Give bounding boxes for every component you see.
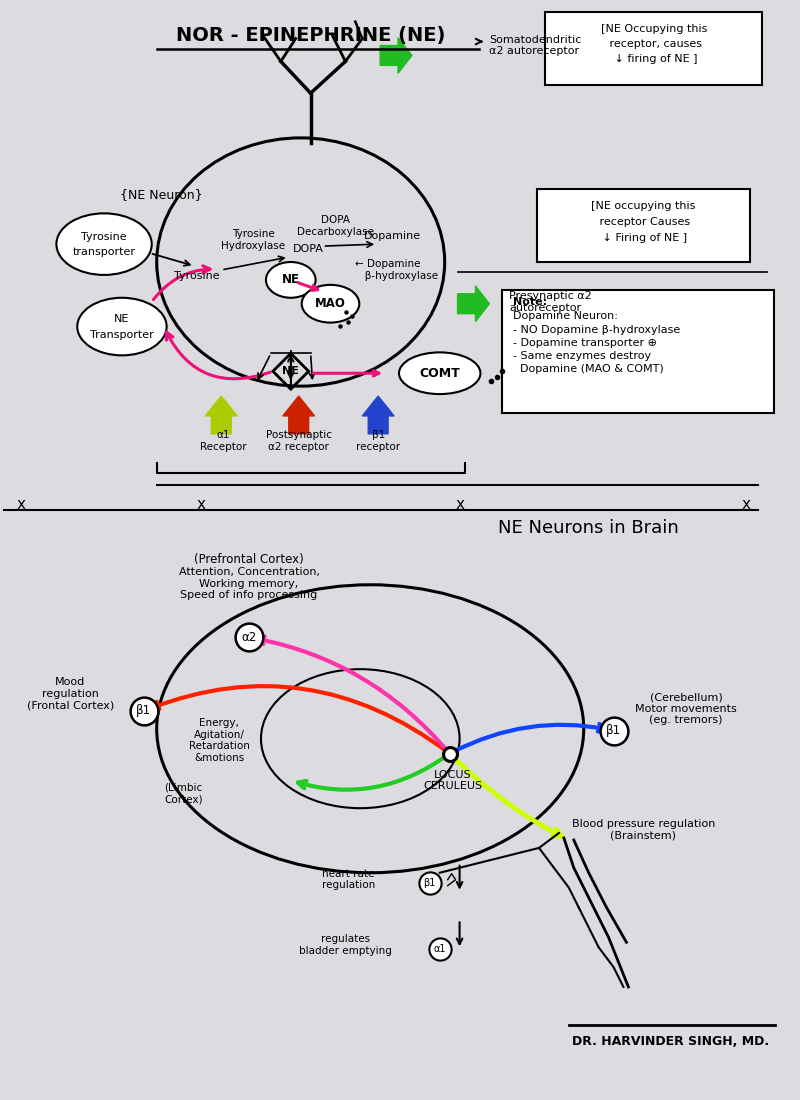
FancyArrowPatch shape: [154, 266, 210, 299]
Polygon shape: [380, 37, 412, 74]
Text: - Dopamine transporter ⊕: - Dopamine transporter ⊕: [514, 339, 658, 349]
Text: x: x: [16, 497, 25, 512]
Text: DOPA: DOPA: [293, 244, 324, 254]
Text: - NO Dopamine β-hydroxylase: - NO Dopamine β-hydroxylase: [514, 324, 681, 334]
Text: receptor, causes: receptor, causes: [606, 39, 702, 48]
Text: Somatodendritic
α2 autoreceptor: Somatodendritic α2 autoreceptor: [490, 35, 582, 56]
Text: receptor Causes: receptor Causes: [596, 218, 690, 228]
Polygon shape: [283, 396, 314, 433]
Text: NOR - EPINEPHRINE (NE): NOR - EPINEPHRINE (NE): [176, 26, 446, 45]
Text: Note:: Note:: [514, 297, 547, 307]
Text: β1: β1: [136, 704, 151, 717]
Text: Mood
regulation
(Frontal Cortex): Mood regulation (Frontal Cortex): [26, 678, 114, 711]
Ellipse shape: [266, 262, 315, 298]
Text: Tyrosine: Tyrosine: [82, 232, 127, 242]
Text: β1
receptor: β1 receptor: [356, 430, 400, 452]
Polygon shape: [458, 286, 490, 321]
Text: ← Dopamine
   β-hydroxylase: ← Dopamine β-hydroxylase: [355, 260, 438, 280]
Text: {NE Neuron}: {NE Neuron}: [120, 188, 202, 201]
Text: ↓ firing of NE ]: ↓ firing of NE ]: [611, 54, 698, 65]
Text: [NE Occupying this: [NE Occupying this: [601, 23, 707, 34]
Text: ↓ Firing of NE ]: ↓ Firing of NE ]: [599, 233, 687, 243]
FancyArrowPatch shape: [166, 332, 270, 378]
Text: Dopamine (MAO & COMT): Dopamine (MAO & COMT): [514, 364, 664, 374]
Ellipse shape: [399, 352, 481, 394]
Text: regulates
bladder emptying: regulates bladder emptying: [299, 934, 392, 956]
FancyArrowPatch shape: [256, 637, 448, 751]
Text: Blood pressure regulation
(Brainstem): Blood pressure regulation (Brainstem): [572, 820, 715, 840]
FancyBboxPatch shape: [545, 12, 762, 86]
Text: α1
Receptor: α1 Receptor: [200, 430, 246, 452]
Text: Presynaptic α2
autoreceptor: Presynaptic α2 autoreceptor: [510, 290, 592, 312]
Text: β1: β1: [424, 878, 436, 888]
FancyArrowPatch shape: [452, 756, 562, 836]
Text: α1: α1: [434, 944, 446, 954]
Text: LOCUS
CERULEUS: LOCUS CERULEUS: [423, 770, 482, 791]
Text: NE Neurons in Brain: NE Neurons in Brain: [498, 519, 679, 537]
Ellipse shape: [78, 298, 166, 355]
Text: x: x: [197, 497, 206, 512]
Text: β1: β1: [606, 724, 621, 737]
Text: heart rate
regulation: heart rate regulation: [322, 869, 375, 891]
FancyArrowPatch shape: [452, 724, 606, 752]
Text: transporter: transporter: [73, 248, 135, 257]
FancyBboxPatch shape: [502, 289, 774, 412]
Ellipse shape: [302, 285, 359, 322]
FancyArrowPatch shape: [298, 756, 447, 790]
Text: Transporter: Transporter: [90, 330, 154, 340]
Polygon shape: [206, 396, 237, 433]
FancyBboxPatch shape: [537, 188, 750, 262]
Text: NE: NE: [282, 366, 299, 376]
Text: COMT: COMT: [419, 366, 460, 379]
Text: Tyrosine: Tyrosine: [174, 271, 219, 281]
Text: Tyrosine
Hydroxylase: Tyrosine Hydroxylase: [221, 230, 285, 251]
Text: - Same enzymes destroy: - Same enzymes destroy: [514, 351, 651, 362]
Text: x: x: [455, 497, 464, 512]
Text: DR. HARVINDER SINGH, MD.: DR. HARVINDER SINGH, MD.: [571, 1035, 769, 1048]
Text: Dopamine Neuron:: Dopamine Neuron:: [514, 310, 618, 320]
Text: NE: NE: [282, 274, 300, 286]
Text: Dopamine: Dopamine: [363, 231, 421, 241]
Text: MAO: MAO: [315, 297, 346, 310]
Text: Energy,
Agitation/
Retardation
&motions: Energy, Agitation/ Retardation &motions: [189, 718, 250, 763]
Text: α2: α2: [242, 631, 257, 644]
Ellipse shape: [57, 213, 152, 275]
FancyArrowPatch shape: [150, 686, 447, 752]
Text: (Limbic
Cortex): (Limbic Cortex): [164, 782, 203, 804]
Text: NE: NE: [114, 314, 130, 323]
Polygon shape: [362, 396, 394, 433]
Text: (Cerebellum)
Motor movements
(eg. tremors): (Cerebellum) Motor movements (eg. tremor…: [635, 692, 737, 726]
Text: [NE occupying this: [NE occupying this: [591, 201, 695, 211]
Text: x: x: [741, 497, 750, 512]
Text: Attention, Concentration,
Working memory,
Speed of info processing: Attention, Concentration, Working memory…: [178, 568, 319, 601]
Text: DOPA
Decarboxylase: DOPA Decarboxylase: [297, 216, 374, 238]
Text: Postsynaptic
α2 receptor: Postsynaptic α2 receptor: [266, 430, 332, 452]
Text: (Prefrontal Cortex): (Prefrontal Cortex): [194, 553, 304, 566]
